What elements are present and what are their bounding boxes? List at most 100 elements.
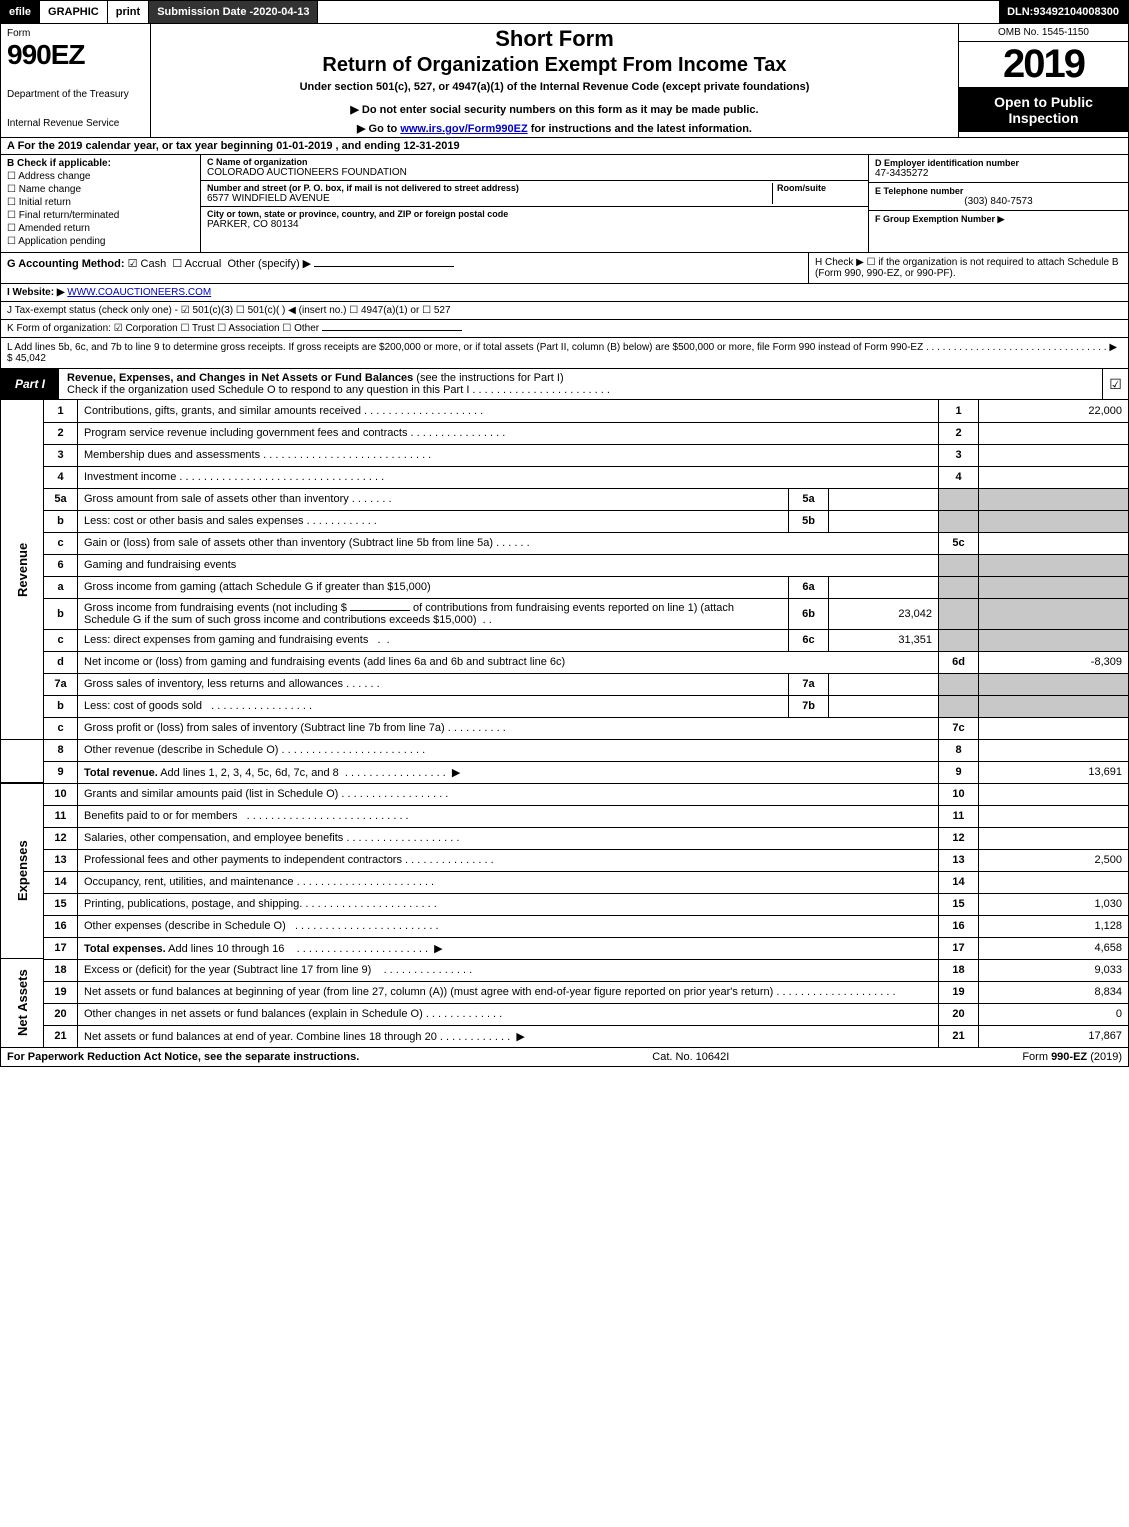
line-11-refnum: 11: [939, 805, 979, 827]
line-5b: b Less: cost or other basis and sales ex…: [1, 510, 1129, 532]
line-5c-amt: [979, 532, 1129, 554]
org-street-row: Number and street (or P. O. box, if mail…: [201, 181, 868, 207]
line-14-refnum: 14: [939, 871, 979, 893]
line-18-desc: Excess or (deficit) for the year (Subtra…: [84, 964, 371, 976]
row-l-text: L Add lines 5b, 6c, and 7b to line 9 to …: [7, 342, 1117, 364]
line-12-amt: [979, 827, 1129, 849]
line-4-amt: [979, 466, 1129, 488]
header-center: Short Form Return of Organization Exempt…: [151, 24, 958, 137]
line-8-desc: Other revenue (describe in Schedule O): [84, 744, 278, 756]
line-7c-refnum: 7c: [939, 717, 979, 739]
telephone-label: E Telephone number: [875, 186, 1122, 196]
dln: DLN: 93492104008300: [999, 1, 1128, 23]
line-5a-grey-amt: [979, 488, 1129, 510]
line-7a-grey: [939, 673, 979, 695]
line-5a-subamt: [829, 488, 939, 510]
line-6-grey: [939, 554, 979, 576]
line-3-num: 3: [44, 444, 78, 466]
line-19: 19 Net assets or fund balances at beginn…: [1, 981, 1129, 1003]
line-19-num: 19: [44, 981, 78, 1003]
line-5b-num: b: [44, 510, 78, 532]
chk-initial-return-label: Initial return: [19, 197, 71, 208]
other-specify-field[interactable]: [314, 266, 454, 267]
col-d-ids: D Employer identification number 47-3435…: [868, 155, 1128, 252]
chk-amended-return[interactable]: ☐ Amended return: [7, 223, 194, 234]
line-11: 11 Benefits paid to or for members . . .…: [1, 805, 1129, 827]
line-21-desc: Net assets or fund balances at end of ye…: [84, 1031, 437, 1043]
efile-button[interactable]: efile: [1, 1, 40, 23]
line-6a: a Gross income from gaming (attach Sched…: [1, 576, 1129, 598]
open-public-badge: Open to Public Inspection: [959, 88, 1128, 132]
chk-cash[interactable]: ☑: [128, 258, 138, 270]
line-5c: c Gain or (loss) from sale of assets oth…: [1, 532, 1129, 554]
line-3-desc: Membership dues and assessments: [84, 449, 260, 461]
line-1: Revenue 1 Contributions, gifts, grants, …: [1, 400, 1129, 422]
chk-final-return[interactable]: ☐ Final return/terminated: [7, 210, 194, 221]
topbar: efile GRAPHIC print Submission Date - 20…: [0, 0, 1129, 24]
block-bcd: B Check if applicable: ☐ Address change …: [0, 155, 1129, 253]
footer-left: For Paperwork Reduction Act Notice, see …: [7, 1051, 359, 1063]
chk-name-change[interactable]: ☐ Name change: [7, 184, 194, 195]
line-7a-subamt: [829, 673, 939, 695]
line-18-refnum: 18: [939, 959, 979, 981]
line-1-refnum: 1: [939, 400, 979, 422]
website-link[interactable]: WWW.COAUCTIONEERS.COM: [67, 287, 211, 298]
chk-application-pending[interactable]: ☐ Application pending: [7, 236, 194, 247]
footer-center: Cat. No. 10642I: [652, 1051, 729, 1063]
line-12: 12 Salaries, other compensation, and emp…: [1, 827, 1129, 849]
line-17-num: 17: [44, 937, 78, 959]
group-exemption-row: F Group Exemption Number ▶: [869, 211, 1128, 228]
chk-initial-return[interactable]: ☐ Initial return: [7, 197, 194, 208]
col-b-title: B Check if applicable:: [7, 158, 111, 169]
line-6c-desc: Less: direct expenses from gaming and fu…: [84, 634, 368, 646]
line-6b-desc-1: Gross income from fundraising events (no…: [84, 602, 347, 614]
footer-right-form: 990-EZ: [1051, 1051, 1087, 1063]
part-1-title: Revenue, Expenses, and Changes in Net As…: [59, 369, 1102, 399]
other-org-field[interactable]: [322, 330, 462, 331]
line-15-refnum: 15: [939, 893, 979, 915]
line-7b-sub: 7b: [789, 695, 829, 717]
goto-text: ▶ Go to www.irs.gov/Form990EZ for instru…: [159, 122, 950, 135]
line-7a-grey-amt: [979, 673, 1129, 695]
chk-address-change[interactable]: ☐ Address change: [7, 171, 194, 182]
irs-link[interactable]: www.irs.gov/Form990EZ: [400, 123, 527, 135]
line-7c: c Gross profit or (loss) from sales of i…: [1, 717, 1129, 739]
line-9-arrow: ▶: [452, 767, 460, 779]
line-19-desc: Net assets or fund balances at beginning…: [84, 986, 773, 998]
line-5a-grey: [939, 488, 979, 510]
line-6a-sub: 6a: [789, 576, 829, 598]
print-button[interactable]: print: [108, 1, 149, 23]
line-11-num: 11: [44, 805, 78, 827]
line-6c-num: c: [44, 629, 78, 651]
line-17-amt: 4,658: [979, 937, 1129, 959]
line-13: 13 Professional fees and other payments …: [1, 849, 1129, 871]
line-20-desc: Other changes in net assets or fund bala…: [84, 1008, 423, 1020]
line-5c-refnum: 5c: [939, 532, 979, 554]
line-20: 20 Other changes in net assets or fund b…: [1, 1003, 1129, 1025]
ein-value: 47-3435272: [875, 168, 1122, 179]
omb-number: OMB No. 1545-1150: [959, 24, 1128, 42]
line-18-num: 18: [44, 959, 78, 981]
line-16-desc: Other expenses (describe in Schedule O): [84, 920, 286, 932]
line-16-refnum: 16: [939, 915, 979, 937]
part-1-schedule-o-checkbox[interactable]: ☑: [1102, 369, 1128, 399]
line-7a: 7a Gross sales of inventory, less return…: [1, 673, 1129, 695]
line-6d-desc: Net income or (loss) from gaming and fun…: [78, 651, 939, 673]
line-7b-grey: [939, 695, 979, 717]
submission-date-value: 2020-04-13: [253, 6, 309, 18]
return-title: Return of Organization Exempt From Incom…: [159, 54, 950, 77]
part-1-table: Revenue 1 Contributions, gifts, grants, …: [0, 400, 1129, 1048]
graphic-button[interactable]: GRAPHIC: [40, 1, 108, 23]
row-k-text: K Form of organization: ☑ Corporation ☐ …: [7, 323, 319, 334]
line-12-num: 12: [44, 827, 78, 849]
line-6b-blank[interactable]: [350, 610, 410, 611]
org-city-label: City or town, state or province, country…: [207, 209, 862, 219]
part-1-check-line: Check if the organization used Schedule …: [67, 384, 610, 396]
under-section-text: Under section 501(c), 527, or 4947(a)(1)…: [159, 81, 950, 93]
chk-accrual[interactable]: ☐: [172, 258, 182, 270]
line-15-desc: Printing, publications, postage, and shi…: [84, 898, 302, 910]
line-17: 17 Total expenses. Add lines 10 through …: [1, 937, 1129, 959]
line-6c-subamt: 31,351: [829, 629, 939, 651]
short-form-title: Short Form: [159, 26, 950, 52]
org-street-value: 6577 WINDFIELD AVENUE: [207, 193, 772, 204]
